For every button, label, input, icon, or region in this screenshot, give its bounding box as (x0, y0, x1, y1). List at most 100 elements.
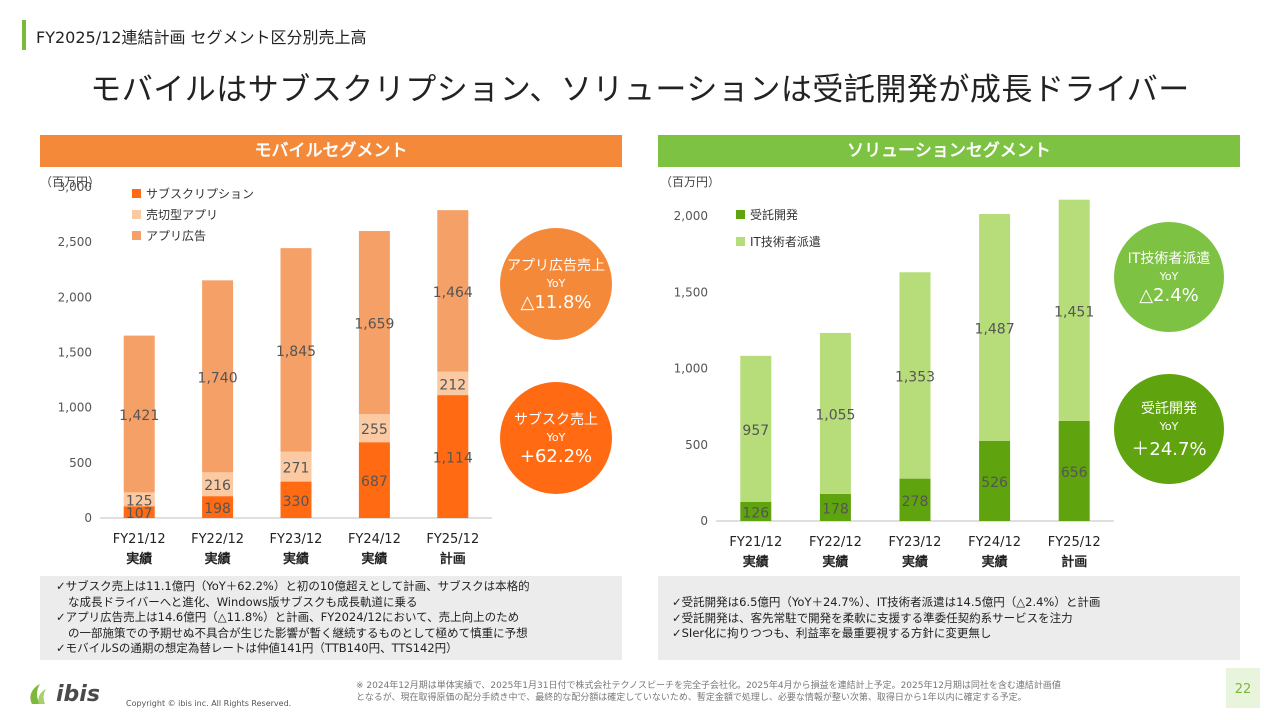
bar-segment (819, 332, 851, 494)
legend-label: アプリ広告 (146, 229, 206, 243)
data-label: 271 (283, 461, 310, 477)
bar-segment (358, 414, 390, 443)
circle-title: 受託開発 (1141, 400, 1197, 417)
circle-title: IT技術者派遣 (1127, 251, 1211, 267)
it-staffing-yoy-circle: IT技術者派遣 YoY △2.4% (1114, 222, 1224, 332)
legend-swatch (736, 210, 745, 219)
ad-revenue-yoy-circle: アプリ広告売上 YoY △11.8% (500, 228, 612, 340)
circle-yoy-label: YoY (1159, 270, 1179, 283)
footnote-line: ※ 2024年12月期は単体実績で、2025年1月31日付で株式会社テクノスピー… (356, 681, 1061, 691)
bar-segment (1058, 199, 1090, 421)
circle-yoy-label: YoY (546, 431, 566, 444)
bar-segment (1058, 420, 1090, 521)
data-label: 656 (1061, 465, 1088, 481)
bar-segment (123, 335, 155, 493)
legend-label: IT技術者派遣 (750, 234, 821, 249)
y-tick-label: 0 (84, 511, 92, 525)
circle-value: +62.2% (519, 446, 593, 467)
note-line: な成長ドライバーへと進化、Windows版サブスクも成長軌道に乗る (68, 594, 418, 609)
note-line: の一部施策での予期せぬ不具合が生じた影響が暫く継続するものとして極めて慎重に予想 (68, 625, 528, 640)
y-tick-label: 1,000 (58, 401, 92, 415)
mobile-notes-box: ✓サブスク売上は11.1億円（YoY＋62.2%）と初の10億超えとして計画、サ… (40, 576, 622, 660)
footnote: ※ 2024年12月期は単体実績で、2025年1月31日付で株式会社テクノスピー… (356, 680, 1206, 704)
legend-label: サブスクリプション (146, 186, 254, 201)
x-tick-label: FY22/12 (191, 532, 244, 547)
mobile-unit-label: （百万円） (40, 175, 101, 189)
ibis-logo: ibis (26, 678, 126, 708)
legend-swatch (736, 237, 745, 246)
note-line: ✓アプリ広告売上は14.6億円（△11.8%）と計画、FY2024/12において… (56, 610, 520, 625)
circle-value: △11.8% (520, 292, 592, 313)
bar-segment (819, 493, 851, 521)
data-label: 687 (361, 474, 388, 490)
legend-swatch (132, 210, 141, 219)
data-label: 1,451 (1054, 304, 1094, 320)
bar-segment (979, 440, 1011, 521)
x-tick-sublabel: 実績 (982, 554, 1008, 570)
bar-segment (437, 371, 469, 396)
x-tick-label: FY21/12 (729, 535, 782, 550)
x-tick-sublabel: 実績 (361, 551, 387, 567)
header-accent-bar (22, 20, 26, 50)
note-line: ✓受託開発は6.5億円（YoY＋24.7%）、IT技術者派遣は14.5億円（△2… (672, 595, 1101, 609)
x-tick-sublabel: 実績 (822, 554, 848, 570)
x-tick-sublabel: 実績 (126, 551, 152, 567)
copyright-text: Copyright © ibis inc. All Rights Reserve… (126, 699, 292, 708)
data-label: 957 (742, 423, 769, 439)
solution-notes-box: ✓受託開発は6.5億円（YoY＋24.7%）、IT技術者派遣は14.5億円（△2… (658, 576, 1240, 660)
x-tick-sublabel: 計画 (440, 551, 466, 567)
bar-segment (358, 231, 390, 415)
data-label: 1,487 (975, 321, 1015, 337)
data-label: 1,114 (433, 451, 473, 467)
data-label: 1,740 (198, 370, 238, 386)
data-label: 212 (439, 377, 466, 393)
bar-segment (437, 395, 469, 518)
y-tick-label: 500 (685, 438, 708, 452)
mobile-segment-banner: モバイルセグメント (40, 135, 622, 167)
bar-segment (202, 472, 234, 497)
data-label: 278 (902, 494, 929, 510)
data-label: 255 (361, 422, 388, 438)
bar-segment (740, 355, 772, 502)
x-tick-sublabel: 実績 (283, 551, 309, 567)
bar-segment (358, 442, 390, 518)
legend-label: 売切型アプリ (146, 207, 218, 222)
x-tick-label: FY25/12 (426, 532, 479, 547)
x-tick-label: FY23/12 (270, 532, 323, 547)
y-tick-label: 1,500 (674, 285, 708, 299)
bar-segment (123, 506, 155, 518)
y-tick-label: 2,500 (58, 235, 92, 249)
data-label: 526 (981, 475, 1008, 491)
note-line: ✓SIer化に拘りつつも、利益率を最重要視する方針に変更無し (672, 626, 992, 641)
bar-segment (740, 501, 772, 521)
data-label: 1,659 (354, 317, 394, 333)
solution-unit-label: （百万円） (660, 175, 721, 189)
solution-segment-chart: 0 500 1,000 1,500 2,000 126 957 FY21/12 実績 178 1,0… (674, 199, 1114, 570)
y-tick-label: 3,000 (58, 180, 92, 194)
data-label: 1,464 (433, 285, 473, 301)
data-label: 1,055 (815, 407, 855, 423)
contract-dev-yoy-circle: 受託開発 YoY ＋24.7% (1114, 374, 1224, 484)
solution-segment-banner: ソリューションセグメント (658, 135, 1240, 167)
bar-segment (280, 451, 312, 482)
data-label: 216 (204, 478, 231, 494)
x-tick-label: FY22/12 (809, 535, 862, 550)
x-tick-label: FY24/12 (968, 535, 1021, 550)
circle-yoy-label: YoY (1159, 419, 1179, 433)
bar-segment (899, 272, 931, 479)
footnote-line: となるが、現在取得原価の配分手続き中で、最終的な配分額は確定していないため、暫定… (356, 693, 1027, 703)
x-tick-sublabel: 計画 (1061, 554, 1087, 570)
y-tick-label: 2,000 (58, 290, 92, 304)
bar-segment (437, 210, 469, 372)
y-tick-label: 2,000 (674, 209, 708, 223)
data-label: 1,845 (276, 344, 316, 360)
note-line: ✓サブスク売上は11.1億円（YoY＋62.2%）と初の10億超えとして計画、サ… (56, 579, 530, 593)
note-line: ✓受託開発は、客先常駐で開発を柔軟に支援する準委任契約系サービスを注力 (672, 610, 1073, 625)
data-label: 1,353 (895, 369, 935, 385)
section-header: FY2025/12連結計画 セグメント区分別売上高 (36, 28, 367, 47)
y-tick-label: 1,500 (58, 346, 92, 360)
y-tick-label: 500 (69, 456, 92, 470)
data-label: 1,421 (119, 408, 159, 424)
circle-value: ＋24.7% (1131, 438, 1207, 460)
bar-segment (123, 492, 155, 507)
